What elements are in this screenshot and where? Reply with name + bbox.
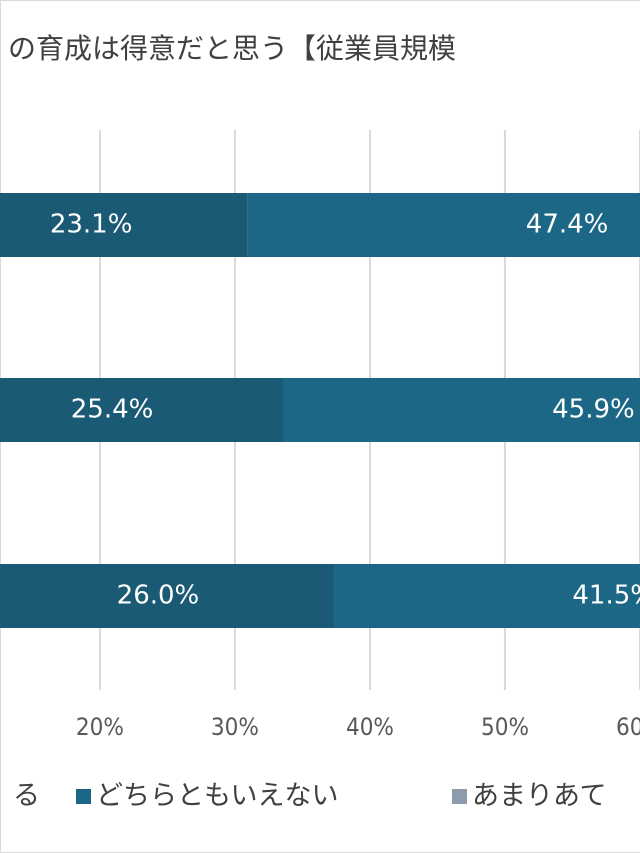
value-label: 26.0%	[117, 581, 200, 611]
x-tick-label: 30%	[211, 713, 259, 741]
legend-swatch	[76, 789, 91, 804]
legend-label: どちらともいえない	[96, 781, 338, 812]
bar-segment	[0, 564, 334, 628]
legend-label: る	[13, 781, 40, 812]
chart-title: の育成は得意だと思う【従業員規模	[8, 32, 456, 65]
x-tick-label: 20%	[76, 713, 124, 741]
legend-label: あまりあて	[472, 781, 606, 812]
bar-segment	[247, 193, 640, 257]
value-label: 23.1%	[50, 210, 133, 240]
value-label: 25.4%	[71, 395, 154, 425]
x-tick-label: 60%	[616, 713, 640, 741]
value-label: 45.9%	[552, 395, 635, 425]
bar-segment	[0, 193, 248, 257]
value-label: 47.4%	[526, 210, 609, 240]
x-tick-label: 50%	[481, 713, 529, 741]
bar-segment	[0, 378, 284, 442]
x-tick-label: 40%	[346, 713, 394, 741]
bar-segment	[283, 378, 640, 442]
bar-segment	[333, 564, 640, 628]
value-label: 41.5%	[572, 581, 640, 611]
legend-swatch	[452, 789, 467, 804]
